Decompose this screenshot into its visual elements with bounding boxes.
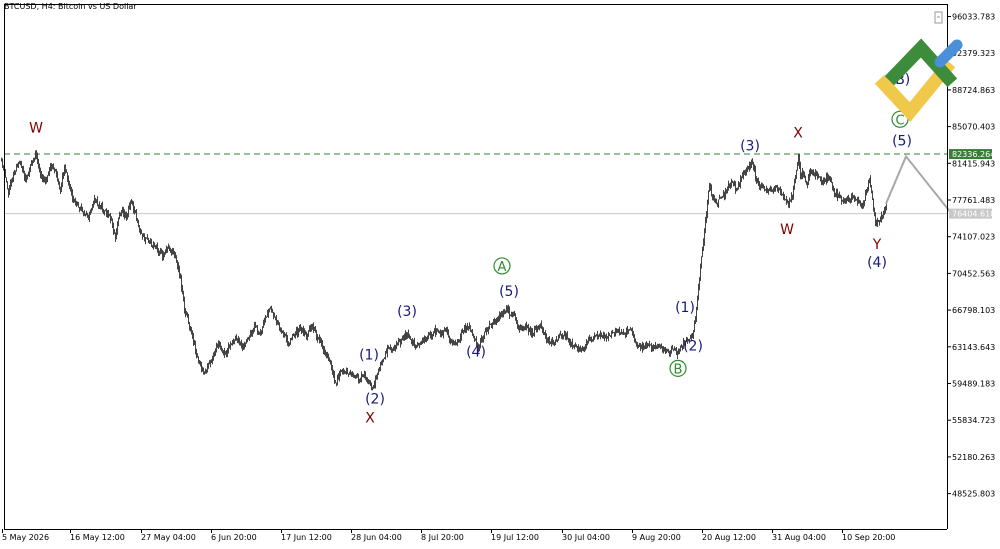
projection-line: [885, 154, 951, 213]
x-tick-label: 9 Aug 20:00: [632, 533, 681, 542]
wave-label: C: [895, 113, 904, 128]
y-tick-label: 85070.403: [952, 123, 995, 132]
wave-label: W: [780, 222, 794, 238]
y-tick-label: 59489.183: [952, 380, 995, 389]
wave-label: X: [365, 411, 375, 427]
x-tick-label: 6 Jun 20:00: [211, 533, 257, 542]
y-tick-label: 74107.023: [952, 233, 995, 242]
y-tick-label: 92379.323: [952, 49, 995, 58]
y-tick-label: 52180.263: [952, 453, 995, 462]
y-tick-label: 66798.103: [952, 306, 995, 315]
x-tick-label: 16 May 12:00: [70, 533, 125, 542]
current-price-label: 76404.610: [952, 210, 995, 219]
x-tick-label: 8 Jul 20:00: [421, 533, 464, 542]
wave-label: (4): [466, 344, 486, 360]
x-tick-label: 20 Aug 12:00: [702, 533, 756, 542]
x-tick-label: 19 Jul 12:00: [491, 533, 539, 542]
x-tick-label: 5 May 2026: [2, 533, 49, 542]
wave-label-circle: [669, 359, 687, 377]
wave-label: (5): [499, 284, 519, 300]
y-tick-label: 96033.783: [952, 13, 995, 22]
y-tick-label: 63143.643: [952, 343, 995, 352]
y-tick-label: 81415.943: [952, 159, 995, 168]
current-price-tag: [949, 208, 992, 219]
x-tick-label: 30 Jul 04:00: [562, 533, 610, 542]
wave-label: X: [793, 125, 803, 141]
wave-label: (3): [740, 138, 760, 154]
brand-logo-icon: [874, 38, 963, 122]
x-tick-label: 27 May 04:00: [141, 533, 196, 542]
x-tick-label: 17 Jun 12:00: [281, 533, 332, 542]
wave-label: (1): [359, 347, 379, 363]
wave-label: A: [498, 260, 507, 275]
y-tick-label: 55834.723: [952, 416, 995, 425]
y-tick-label: 48525.803: [952, 490, 995, 499]
wave-label: (3): [397, 304, 417, 320]
wave-label: Y: [872, 237, 882, 253]
y-tick-label: 88724.863: [952, 86, 995, 95]
wave-label: (1): [675, 300, 695, 316]
wave-label: (2): [683, 338, 703, 354]
y-tick-label: 70452.563: [952, 269, 995, 278]
wave-label: (5): [892, 133, 912, 149]
resistance-price-label: 82336.264: [952, 150, 995, 159]
chart-options-button[interactable]: [934, 11, 943, 24]
resistance-price-tag: [949, 149, 992, 160]
x-tick-label: 28 Jun 04:00: [351, 533, 402, 542]
x-tick-label: 31 Aug 04:00: [772, 533, 826, 542]
symbol-title: BTCUSD, H4: Bitcoin vs US Dollar: [4, 2, 137, 11]
x-tick-label: 10 Sep 20:00: [842, 533, 895, 542]
wave-label: (4): [867, 255, 887, 271]
y-tick-label: 77761.483: [952, 196, 995, 205]
wave-label: B: [674, 362, 683, 377]
wave-label: (2): [365, 391, 385, 407]
wave-label: W: [29, 120, 43, 136]
wave-label-circle: [493, 257, 511, 275]
